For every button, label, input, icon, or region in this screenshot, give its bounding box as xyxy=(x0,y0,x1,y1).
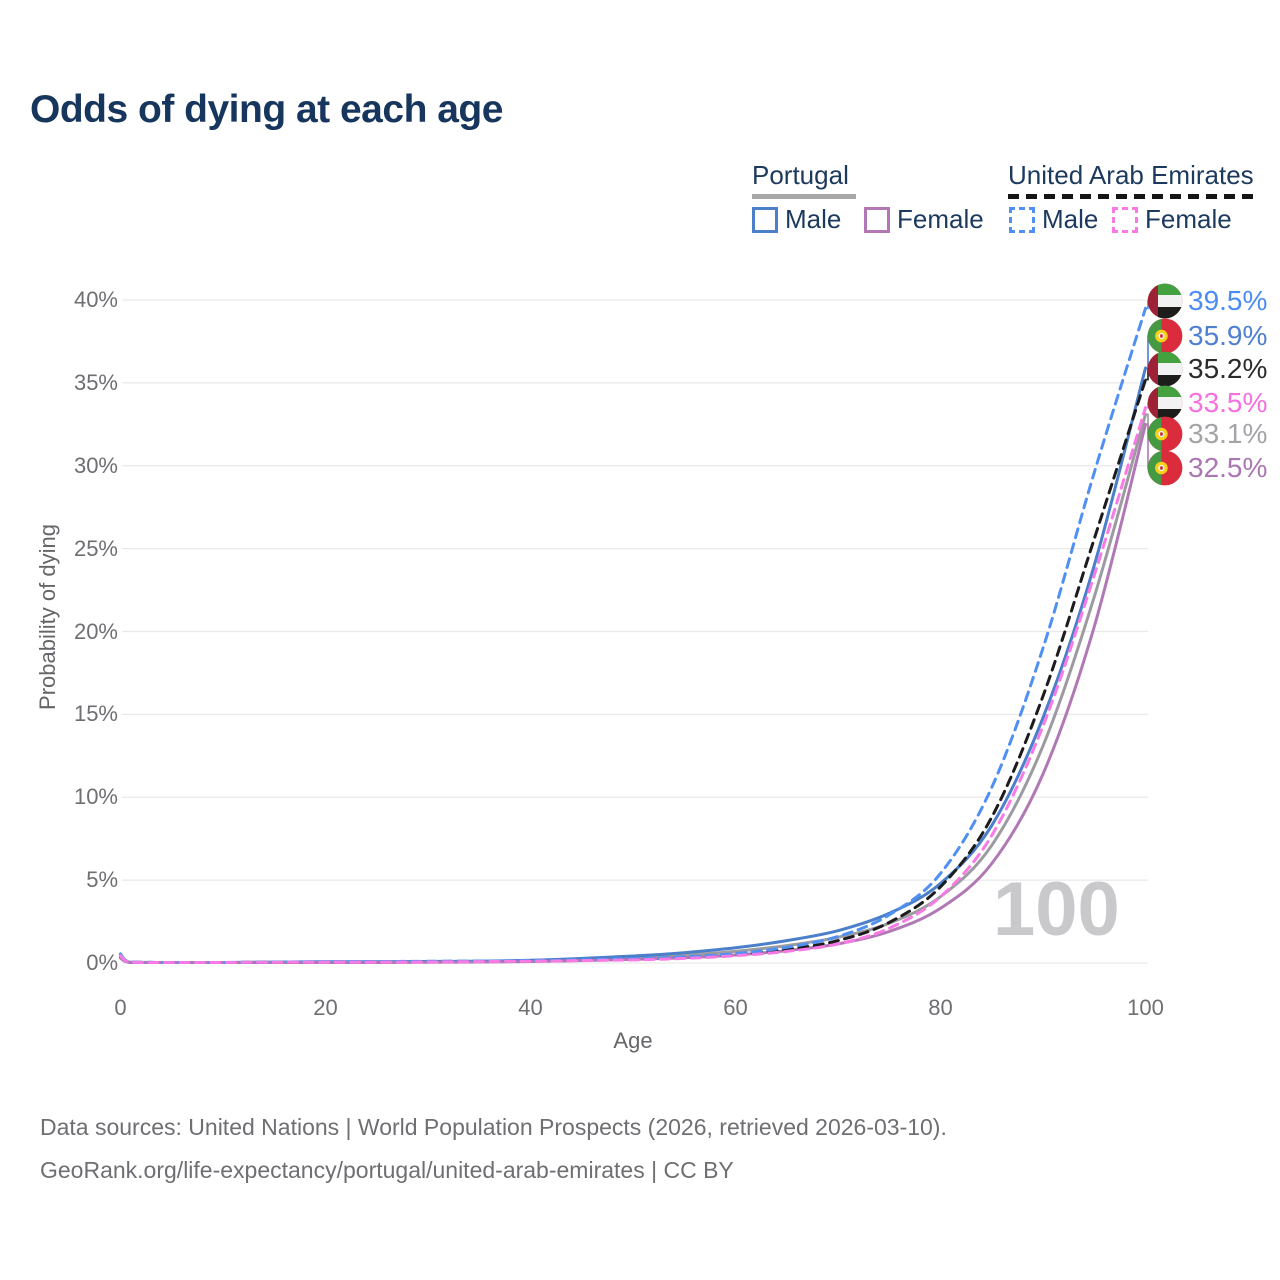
end-value-portugal-both: 33.1% xyxy=(1188,418,1268,449)
end-label-portugal-female[interactable]: 32.5% xyxy=(1147,450,1267,486)
legend-label-portugal-male: Male xyxy=(785,204,842,234)
x-tick-label: 100 xyxy=(1127,995,1164,1020)
end-label-portugal-male[interactable]: 35.9% xyxy=(1147,318,1267,354)
legend-label-uae-female: Female xyxy=(1145,204,1232,234)
y-tick-label: 20% xyxy=(73,618,118,644)
y-tick-label: 40% xyxy=(73,287,118,312)
x-tick-label: 80 xyxy=(928,995,953,1020)
end-value-uae-male: 39.5% xyxy=(1188,285,1268,316)
page-title: Odds of dying at each age xyxy=(30,88,503,131)
y-tick-label: 30% xyxy=(73,452,118,478)
legend-item-portugal-male[interactable]: Male xyxy=(752,204,841,235)
y-tick-label: 25% xyxy=(73,535,118,561)
portugal-female-swatch-icon xyxy=(864,206,890,233)
y-tick-label: 10% xyxy=(73,784,118,810)
portugal-flag-icon xyxy=(1147,416,1183,452)
portugal-male-swatch-icon xyxy=(752,206,778,233)
legend-item-portugal-female[interactable]: Female xyxy=(864,204,984,235)
series-line-ae_both xyxy=(119,378,1147,964)
uae-flag-icon xyxy=(1147,351,1183,387)
y-axis-title: Probability of dying xyxy=(35,524,60,710)
legend-portugal-group: Portugal xyxy=(752,160,856,199)
portugal-flag-icon xyxy=(1147,450,1183,486)
y-tick-label: 5% xyxy=(86,867,118,893)
uae-female-swatch-icon xyxy=(1112,206,1138,233)
x-tick-label: 0 xyxy=(114,995,127,1020)
uae-flag-icon xyxy=(1147,283,1183,319)
portugal-flag-icon xyxy=(1147,318,1183,354)
uae-flag-icon xyxy=(1147,385,1183,421)
footer: Data sources: United Nations | World Pop… xyxy=(40,1106,947,1192)
legend-item-uae-male[interactable]: Male xyxy=(1009,204,1098,235)
end-label-uae-male[interactable]: 39.5% xyxy=(1147,283,1267,319)
end-value-portugal-male: 35.9% xyxy=(1188,320,1268,351)
data-lines xyxy=(119,306,1147,964)
legend-uae-header[interactable]: United Arab Emirates xyxy=(1008,160,1254,190)
age-watermark: 100 xyxy=(993,867,1120,952)
end-label-uae-both[interactable]: 35.2% xyxy=(1147,351,1267,387)
end-label-portugal-both[interactable]: 33.1% xyxy=(1147,416,1267,452)
x-tick-label: 40 xyxy=(518,995,543,1020)
legend-portugal-header[interactable]: Portugal xyxy=(752,160,849,190)
x-axis-title: Age xyxy=(613,1028,653,1053)
end-value-uae-female: 33.5% xyxy=(1188,387,1268,418)
legend-uae-group: United Arab Emirates xyxy=(1008,160,1255,199)
end-label-uae-female[interactable]: 33.5% xyxy=(1147,385,1267,421)
y-tick-label: 0% xyxy=(86,950,118,975)
legend-portugal-underline xyxy=(752,194,856,199)
legend-label-uae-male: Male xyxy=(1042,204,1099,234)
uae-male-swatch-icon xyxy=(1009,206,1035,233)
footer-data-sources: Data sources: United Nations | World Pop… xyxy=(40,1114,947,1140)
legend-uae-underline xyxy=(1008,194,1255,199)
y-tick-label: 35% xyxy=(73,369,118,395)
legend-label-portugal-female: Female xyxy=(897,204,984,234)
end-value-portugal-female: 32.5% xyxy=(1188,452,1268,483)
end-value-uae-both: 35.2% xyxy=(1188,353,1268,384)
y-tick-label: 15% xyxy=(73,701,118,727)
series-line-pt_female xyxy=(119,422,1147,964)
x-tick-label: 60 xyxy=(723,995,748,1020)
x-tick-label: 20 xyxy=(313,995,338,1020)
footer-attribution[interactable]: GeoRank.org/life-expectancy/portugal/uni… xyxy=(40,1157,734,1183)
legend-item-uae-female[interactable]: Female xyxy=(1112,204,1232,235)
gridlines xyxy=(122,299,1148,964)
series-line-pt_male xyxy=(119,366,1147,964)
series-line-ae_female xyxy=(119,406,1147,964)
